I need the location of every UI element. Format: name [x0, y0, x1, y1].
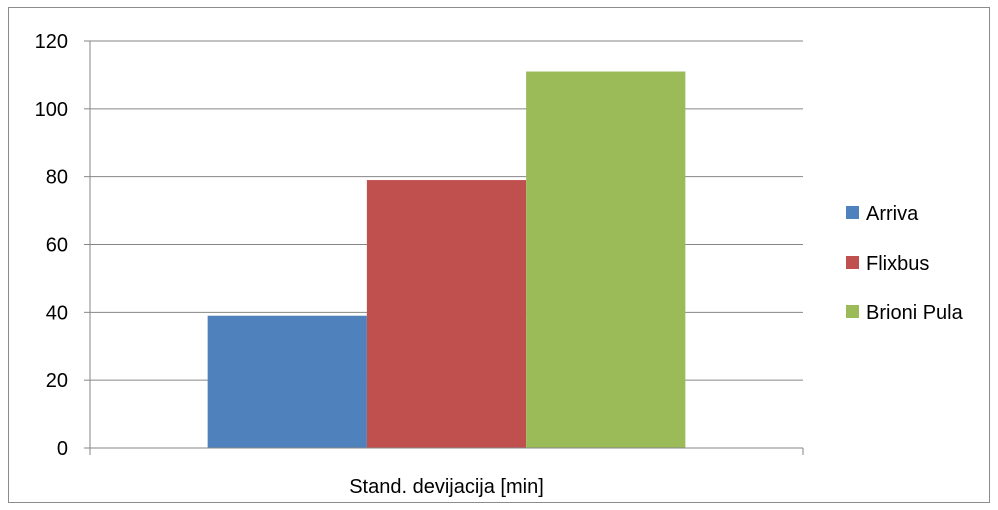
bar-brioni-pula	[526, 71, 686, 449]
y-tick-label: 60	[46, 235, 68, 257]
x-tick-labels: Stand. devijacija [min]	[349, 476, 544, 498]
legend-label: Flixbus	[866, 253, 929, 275]
legend: Arriva Flixbus Brioni Pula	[846, 203, 964, 324]
bar-arriva	[207, 315, 367, 448]
legend-swatch	[846, 206, 859, 219]
legend-label: Brioni Pula	[866, 302, 964, 324]
bars	[207, 71, 686, 449]
y-tick-label: 0	[57, 438, 68, 460]
legend-swatch	[846, 256, 859, 269]
y-tick-label: 120	[35, 31, 68, 53]
legend-label: Arriva	[866, 203, 919, 225]
legend-swatch	[846, 305, 859, 318]
y-tick-label: 80	[46, 167, 68, 189]
y-tick-label: 100	[35, 99, 68, 121]
axes	[84, 40, 804, 455]
y-tick-label: 40	[46, 302, 68, 324]
x-category-label: Stand. devijacija [min]	[349, 476, 544, 498]
y-tick-label: 20	[46, 370, 68, 392]
bar-flixbus	[366, 180, 527, 448]
y-tick-labels: 0 20 40 60 80 100 120	[35, 31, 68, 460]
